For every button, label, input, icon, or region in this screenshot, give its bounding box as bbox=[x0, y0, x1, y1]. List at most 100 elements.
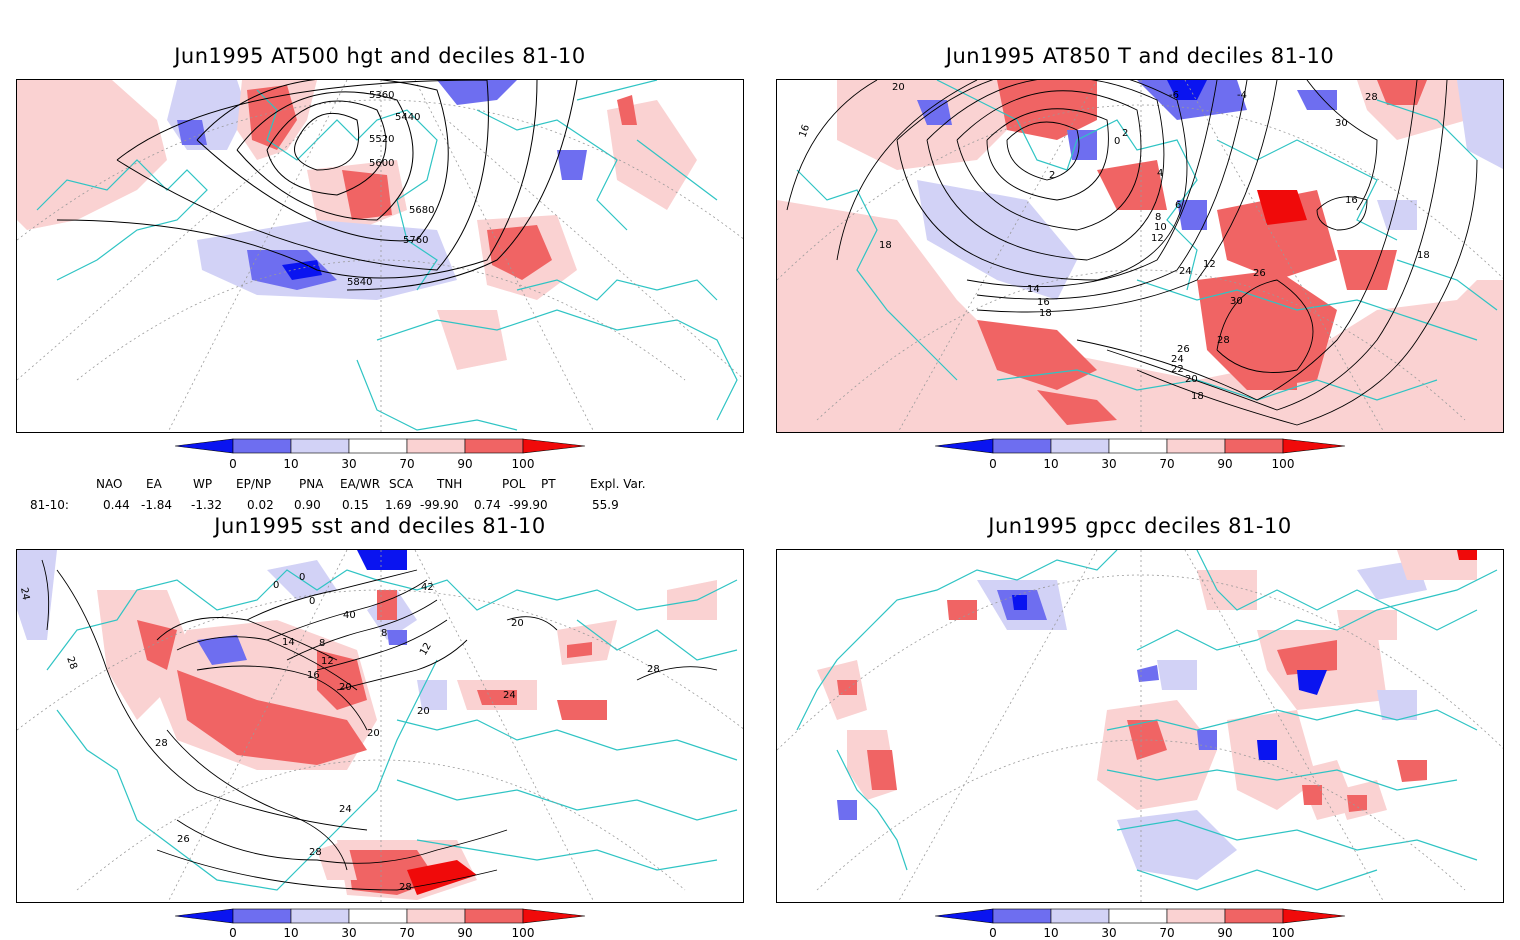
coastlines bbox=[796, 80, 1498, 401]
panel-title-gpcc: Jun1995 gpcc deciles 81-10 bbox=[988, 514, 1292, 538]
map-panel-hgt500: 5360 5440 5520 5600 5680 5760 5840 bbox=[16, 79, 744, 433]
map-panel-t850: 20 16 18 -4 -6 0 2 2 4 6 8 10 12 14 16 1… bbox=[776, 79, 1504, 433]
colorbar-tick: 0 bbox=[229, 457, 237, 471]
decile-shading bbox=[817, 550, 1477, 880]
index-header-ea: EA bbox=[146, 477, 162, 491]
contour-label: 5680 bbox=[409, 205, 434, 216]
map-sst: 24 28 0 0 0 42 40 8 14 8 12 16 20 20 20 … bbox=[17, 550, 743, 902]
colorbar-tick: 70 bbox=[399, 457, 414, 471]
contour-label: 24 bbox=[18, 587, 31, 601]
contour-label: 22 bbox=[1171, 364, 1184, 375]
contour-label: 12 bbox=[418, 641, 434, 658]
contour-label: 14 bbox=[282, 637, 295, 648]
contour-label: 20 bbox=[892, 82, 905, 93]
index-value-eawr: 0.15 bbox=[342, 498, 369, 512]
index-header-wp: WP bbox=[193, 477, 213, 491]
contour-label: 12 bbox=[1203, 259, 1216, 270]
contour-label: 5360 bbox=[369, 90, 394, 101]
contour-label: 40 bbox=[343, 610, 356, 621]
colorbar-tick: 10 bbox=[283, 457, 298, 471]
index-header-nao: NAO bbox=[96, 477, 123, 491]
index-header-tnh: TNH bbox=[437, 477, 463, 491]
contour-label: 28 bbox=[399, 882, 412, 893]
contour-label: 20 bbox=[339, 682, 352, 693]
contour-label: 5840 bbox=[347, 277, 372, 288]
colorbar-tick: 10 bbox=[283, 926, 298, 940]
colorbar-tick: 90 bbox=[457, 457, 472, 471]
contour-label: 0 bbox=[1114, 136, 1120, 147]
contour-label: 18 bbox=[879, 240, 892, 251]
decile-shading bbox=[17, 80, 697, 370]
colorbar-tick: 10 bbox=[1043, 926, 1058, 940]
contour-label: 2 bbox=[1122, 128, 1128, 139]
contour-label: 16 bbox=[1037, 297, 1050, 308]
map-panel-sst: 24 28 0 0 0 42 40 8 14 8 12 16 20 20 20 … bbox=[16, 549, 744, 903]
colorbar-tick: 100 bbox=[1272, 926, 1295, 940]
colorbar-tick: 90 bbox=[1217, 457, 1232, 471]
map-gpcc bbox=[777, 550, 1503, 902]
index-value-nao: 0.44 bbox=[103, 498, 130, 512]
colorbar-4: 0 10 30 70 90 100 bbox=[935, 908, 1346, 940]
contour-label: 20 bbox=[1185, 374, 1198, 385]
colorbar-tick: 0 bbox=[989, 926, 997, 940]
colorbar-tick: 70 bbox=[1159, 457, 1174, 471]
index-value-wp: -1.32 bbox=[191, 498, 223, 512]
index-value-pol: 0.74 bbox=[474, 498, 501, 512]
map-hgt500: 5360 5440 5520 5600 5680 5760 5840 bbox=[17, 80, 743, 432]
contour-label: 28 bbox=[155, 738, 168, 749]
coastlines bbox=[796, 550, 1498, 891]
contour-labels: 24 28 0 0 0 42 40 8 14 8 12 16 20 20 20 … bbox=[18, 572, 660, 893]
index-value-pna: 0.90 bbox=[294, 498, 321, 512]
contour-label: 24 bbox=[339, 804, 352, 815]
grid-lines bbox=[17, 80, 743, 432]
contour-label: 20 bbox=[367, 728, 380, 739]
index-header-pt: PT bbox=[541, 477, 556, 491]
contour-label: 5520 bbox=[369, 134, 394, 145]
colorbar-tick: 0 bbox=[989, 457, 997, 471]
colorbar-tick: 70 bbox=[1159, 926, 1174, 940]
colorbar-tick: 70 bbox=[399, 926, 414, 940]
contour-label: 24 bbox=[503, 690, 516, 701]
map-t850: 20 16 18 -4 -6 0 2 2 4 6 8 10 12 14 16 1… bbox=[777, 80, 1503, 432]
decile-shading bbox=[777, 80, 1503, 432]
contour-label: 8 bbox=[1155, 212, 1161, 223]
index-value-tnh: -99.90 bbox=[420, 498, 459, 512]
index-header-pol: POL bbox=[502, 477, 526, 491]
height-contours bbox=[56, 80, 578, 291]
contour-label: 18 bbox=[1417, 250, 1430, 261]
contour-label: 28 bbox=[64, 655, 79, 671]
coastlines bbox=[36, 80, 738, 431]
colorbar-2: 0 10 30 70 90 100 bbox=[935, 438, 1346, 471]
contour-label: 14 bbox=[1027, 284, 1040, 295]
contour-label: 28 bbox=[309, 847, 322, 858]
index-header-epnp: EP/NP bbox=[236, 477, 272, 491]
contour-label: 5600 bbox=[369, 158, 394, 169]
contour-label: 26 bbox=[1253, 268, 1266, 279]
panel-title-t850: Jun1995 AT850 T and deciles 81-10 bbox=[945, 44, 1335, 68]
contour-label: 30 bbox=[1335, 118, 1348, 129]
index-header-pna: PNA bbox=[299, 477, 324, 491]
colorbar-tick: 100 bbox=[512, 926, 535, 940]
colorbar-tick: 90 bbox=[1217, 926, 1232, 940]
contour-label: 10 bbox=[1154, 222, 1167, 233]
contour-label: 8 bbox=[381, 628, 387, 639]
contour-label: 12 bbox=[321, 656, 334, 667]
colorbar-tick: 30 bbox=[1101, 457, 1116, 471]
colorbar-tick: 30 bbox=[341, 457, 356, 471]
contour-label: 8 bbox=[319, 638, 325, 649]
index-value-pt: -99.90 bbox=[509, 498, 548, 512]
colorbar-3: 0 10 30 70 90 100 bbox=[175, 908, 586, 940]
contour-label: 24 bbox=[1171, 354, 1184, 365]
contour-label: 18 bbox=[1191, 391, 1204, 402]
panel-title-hgt500: Jun1995 AT500 hgt and deciles 81-10 bbox=[174, 44, 586, 68]
index-row-label: 81-10: bbox=[30, 498, 69, 512]
contour-label: 0 bbox=[273, 580, 279, 591]
index-value-explvar: 55.9 bbox=[592, 498, 619, 512]
contour-label: 16 bbox=[797, 123, 812, 139]
panel-title-sst: Jun1995 sst and deciles 81-10 bbox=[214, 514, 546, 538]
index-value-epnp: 0.02 bbox=[247, 498, 274, 512]
temperature-contours bbox=[786, 80, 1478, 426]
colorbar-tick: 100 bbox=[512, 457, 535, 471]
contour-label: 2 bbox=[1049, 170, 1055, 181]
index-value-ea: -1.84 bbox=[141, 498, 173, 512]
